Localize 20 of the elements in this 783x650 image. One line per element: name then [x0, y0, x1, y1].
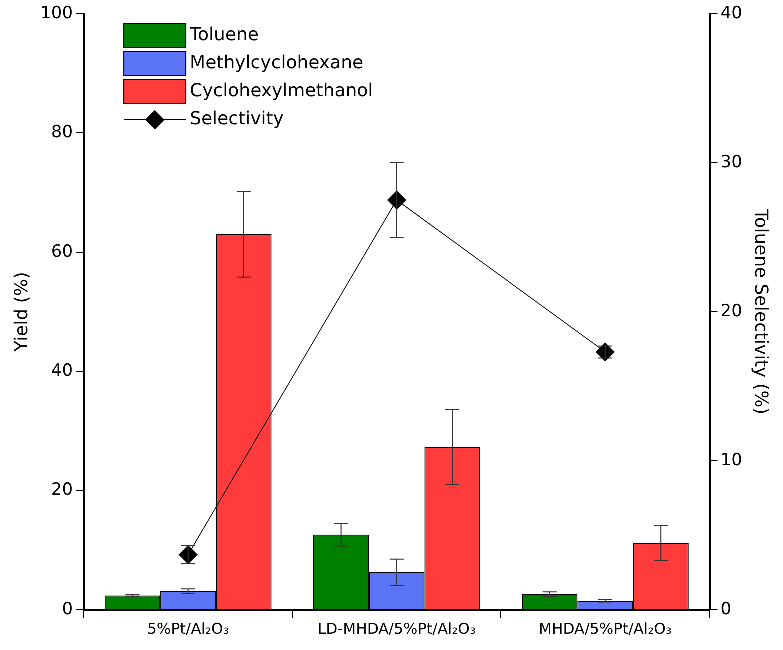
y-tick-label: 0 — [62, 599, 74, 620]
y-tick-label: 40 — [51, 361, 74, 382]
y-tick-label: 100 — [40, 3, 74, 24]
x-tick-label: MHDA/5%Pt/Al₂O₃ — [539, 620, 672, 638]
x-tick-label: LD-MHDA/5%Pt/Al₂O₃ — [318, 620, 476, 638]
y2-tick-label: 40 — [720, 3, 742, 24]
legend-label: Cyclohexylmethanol — [190, 80, 374, 102]
y2-axis-title: Toluene Selectivity (%) — [750, 208, 772, 415]
y-tick-label: 60 — [51, 242, 74, 262]
y-tick-label: 20 — [51, 480, 74, 500]
y2-tick-label: 10 — [720, 450, 742, 470]
y-axis-title: Yield (%) — [11, 272, 32, 353]
legend-label: Methylcyclohexane — [190, 52, 364, 74]
y2-tick-label: 0 — [720, 599, 732, 620]
legend-label: Toluene — [189, 24, 259, 46]
legend-label: Selectivity — [190, 108, 284, 130]
y2-tick-label: 30 — [720, 152, 742, 172]
x-tick-label: 5%Pt/Al₂O₃ — [147, 620, 230, 638]
y-tick-label: 80 — [51, 122, 74, 143]
y2-tick-label: 20 — [720, 301, 742, 322]
